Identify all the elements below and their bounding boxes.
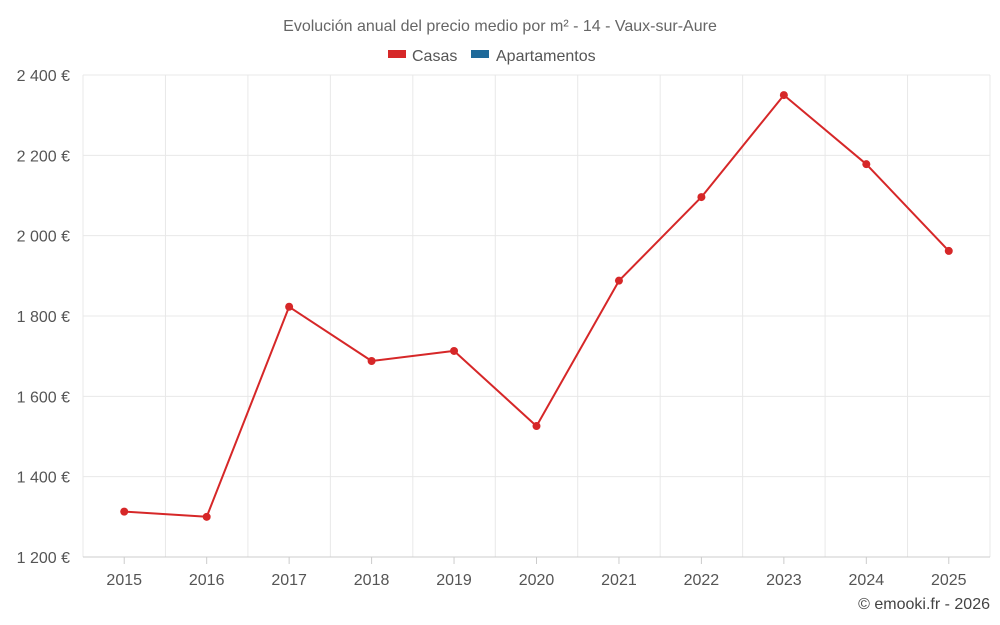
x-axis-ticks: 2015 2016 2017 2018 2019 2020 2021 2022 2023 2024… xyxy=(106,557,967,589)
x-tick-label: 2016 xyxy=(189,572,225,589)
y-gridlines xyxy=(83,74,990,478)
data-point-casas-2023[interactable] xyxy=(779,91,788,100)
series-layer xyxy=(120,91,953,521)
legend-label-apartamentos[interactable]: Apartamentos xyxy=(496,48,596,65)
chart-title: Evolución anual del precio medio por m² … xyxy=(283,18,717,35)
legend-swatch-casas[interactable] xyxy=(388,50,406,58)
data-point-casas-2015[interactable] xyxy=(120,507,129,516)
y-tick-label: 2 400 € xyxy=(17,68,70,85)
x-tick-label: 2019 xyxy=(436,572,472,589)
x-tick-label: 2022 xyxy=(684,572,720,589)
x-tick-label: 2020 xyxy=(519,572,555,589)
data-point-casas-2019[interactable] xyxy=(450,346,459,355)
legend-swatch-apartamentos[interactable] xyxy=(471,50,489,58)
x-tick-label: 2025 xyxy=(931,572,967,589)
x-tick-label: 2021 xyxy=(601,572,637,589)
data-point-casas-2024[interactable] xyxy=(862,160,871,169)
y-tick-label: 1 800 € xyxy=(17,309,70,326)
y-tick-label: 1 600 € xyxy=(17,389,70,406)
legend-label-casas[interactable]: Casas xyxy=(412,48,457,65)
y-axis-ticks: 1 200 € 1 400 € 1 600 € 1 800 € 2 000 € 2 200… xyxy=(17,68,70,567)
x-gridlines xyxy=(82,75,991,557)
data-point-casas-2020[interactable] xyxy=(532,422,541,431)
data-point-casas-2018[interactable] xyxy=(367,356,376,365)
y-tick-label: 2 000 € xyxy=(17,229,70,246)
y-tick-label: 1 200 € xyxy=(17,550,70,567)
x-tick-label: 2017 xyxy=(271,572,307,589)
x-tick-label: 2015 xyxy=(106,572,142,589)
x-tick-label: 2018 xyxy=(354,572,390,589)
data-point-casas-2016[interactable] xyxy=(202,512,211,521)
legend: Casas Apartamentos xyxy=(388,48,596,65)
data-point-casas-2025[interactable] xyxy=(944,246,953,255)
x-tick-label: 2023 xyxy=(766,572,802,589)
credit-text: © emooki.fr - 2026 xyxy=(858,596,990,613)
y-tick-label: 2 200 € xyxy=(17,148,70,165)
data-point-casas-2017[interactable] xyxy=(285,302,294,311)
y-tick-label: 1 400 € xyxy=(17,470,70,487)
data-point-casas-2021[interactable] xyxy=(614,276,623,285)
data-point-casas-2022[interactable] xyxy=(697,193,706,202)
x-tick-label: 2024 xyxy=(849,572,885,589)
